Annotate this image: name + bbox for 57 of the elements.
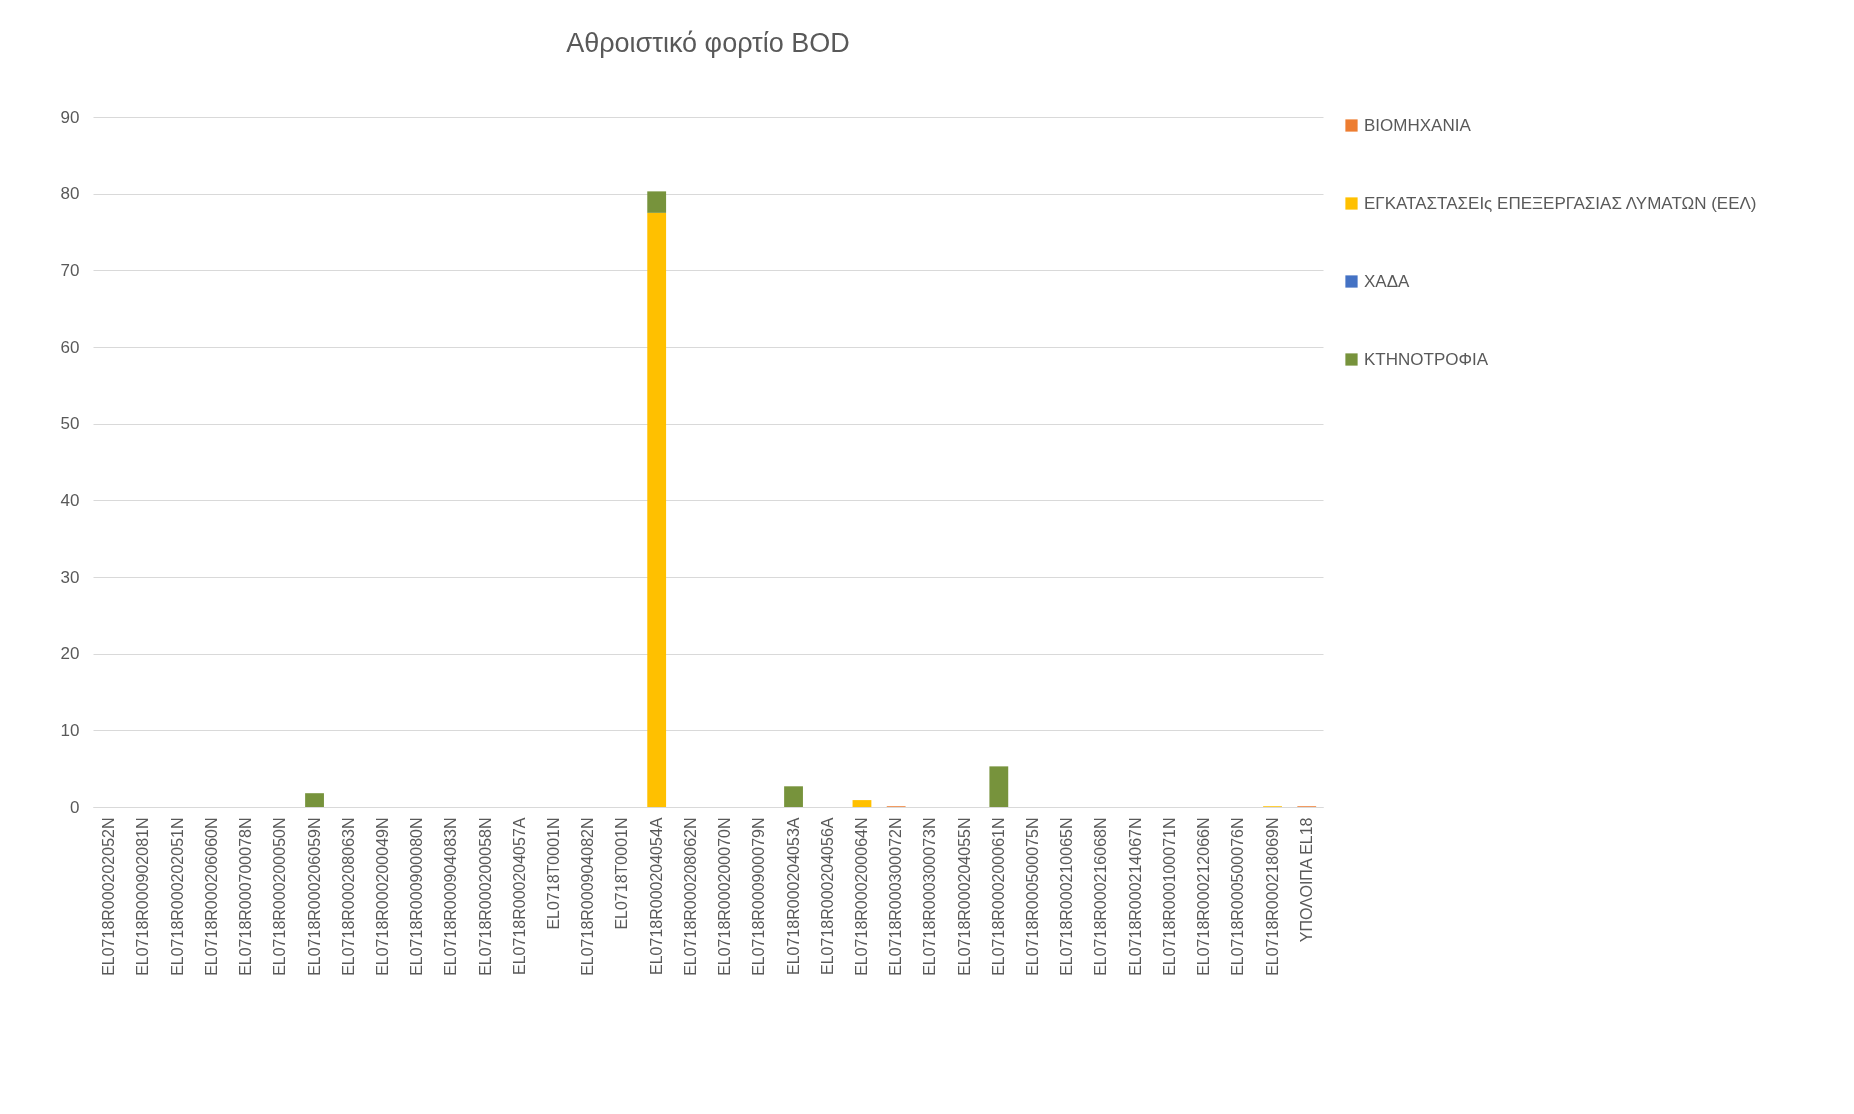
- x-tick-label: EL0718T0001N: [545, 817, 563, 930]
- legend-label: ΧΑΔΑ: [1364, 271, 1411, 291]
- x-tick-label: EL0718R000902081N: [134, 817, 152, 976]
- bar: [784, 786, 803, 807]
- x-tick-label: EL0718R000900080N: [408, 817, 426, 976]
- x-tick-label: EL0718R000202052N: [100, 817, 118, 976]
- x-tick-label: EL0718T0001N: [613, 817, 631, 930]
- x-tick-label: EL0718R000204057A: [510, 817, 528, 975]
- x-tick-label: EL0718R000200061N: [989, 817, 1007, 976]
- legend-label: ΕΓΚΑΤΑΣΤΑΣΕΙς ΕΠΕΞΕΡΓΑΣΙΑΣ ΛΥΜΑΤΩΝ (ΕΕΛ): [1364, 193, 1757, 213]
- x-tick-label: ΥΠΟΛΟΙΠΑ EL18: [1297, 817, 1315, 943]
- x-tick-label: EL0718R000200058N: [476, 817, 494, 976]
- x-tick-label: EL0718R000206060N: [202, 817, 220, 976]
- x-tick-label: EL0718R000200070N: [716, 817, 734, 976]
- y-tick-label: 40: [60, 490, 80, 510]
- x-tick-label: EL0718R000204053A: [784, 817, 802, 975]
- bar: [305, 793, 324, 807]
- bar: [852, 800, 872, 807]
- y-tick-label: 10: [60, 720, 80, 740]
- x-tick-label: EL0718R000904082N: [579, 817, 597, 976]
- x-tick-label: EL0718R000214067N: [1126, 817, 1144, 976]
- y-tick-label: 60: [60, 337, 80, 357]
- x-tick-label: EL0718R000300073N: [921, 817, 939, 976]
- x-tick-label: EL0718R000500075N: [1024, 817, 1042, 976]
- x-tick-label: EL0718R000208063N: [339, 817, 357, 976]
- bar: [647, 212, 667, 807]
- x-tick-label: EL0718R000208062N: [681, 817, 699, 976]
- x-tick-label: EL0718R000200064N: [852, 817, 870, 976]
- x-tick-label: EL0718R000200050N: [271, 817, 289, 976]
- x-tick-label: EL0718R000700078N: [237, 817, 255, 976]
- x-tick-label: EL0718R000204054A: [647, 817, 665, 975]
- y-tick-label: 0: [70, 797, 80, 817]
- x-tick-label: EL0718R000202051N: [168, 817, 186, 976]
- y-tick-label: 50: [60, 414, 80, 434]
- x-tick-label: EL0718R000204055N: [955, 817, 973, 976]
- legend-label: ΒΙΟΜΗΧΑΝΙΑ: [1364, 115, 1472, 135]
- y-tick-label: 70: [60, 260, 80, 280]
- y-tick-label: 80: [60, 184, 80, 204]
- x-tick-label: EL0718R000204056A: [818, 817, 836, 975]
- x-tick-label: EL0718R000900079N: [750, 817, 768, 976]
- x-tick-label: EL0718R000212066N: [1195, 817, 1213, 976]
- x-tick-label: EL0718R000904083N: [442, 817, 460, 976]
- x-tick-label: EL0718R000100071N: [1160, 817, 1178, 976]
- bar: [647, 191, 667, 213]
- x-tick-label: EL0718R000210065N: [1058, 817, 1076, 976]
- y-tick-label: 20: [60, 644, 80, 664]
- x-tick-label: EL0718R000300072N: [887, 817, 905, 976]
- legend-label: ΚΤΗΝΟΤΡΟΦΙΑ: [1364, 349, 1489, 369]
- bar: [989, 766, 1009, 807]
- y-tick-label: 30: [60, 567, 80, 587]
- x-tick-label: EL0718R000500076N: [1229, 817, 1247, 976]
- chart-title: Αθροιστικό φορτίο BOD: [566, 28, 850, 58]
- y-tick-label: 90: [60, 107, 80, 127]
- x-tick-label: EL0718R000206059N: [305, 817, 323, 976]
- x-tick-label: EL0718R000216068N: [1092, 817, 1110, 976]
- x-tick-label: EL0718R000200049N: [373, 817, 391, 976]
- x-tick-label: EL0718R000218069N: [1263, 817, 1281, 976]
